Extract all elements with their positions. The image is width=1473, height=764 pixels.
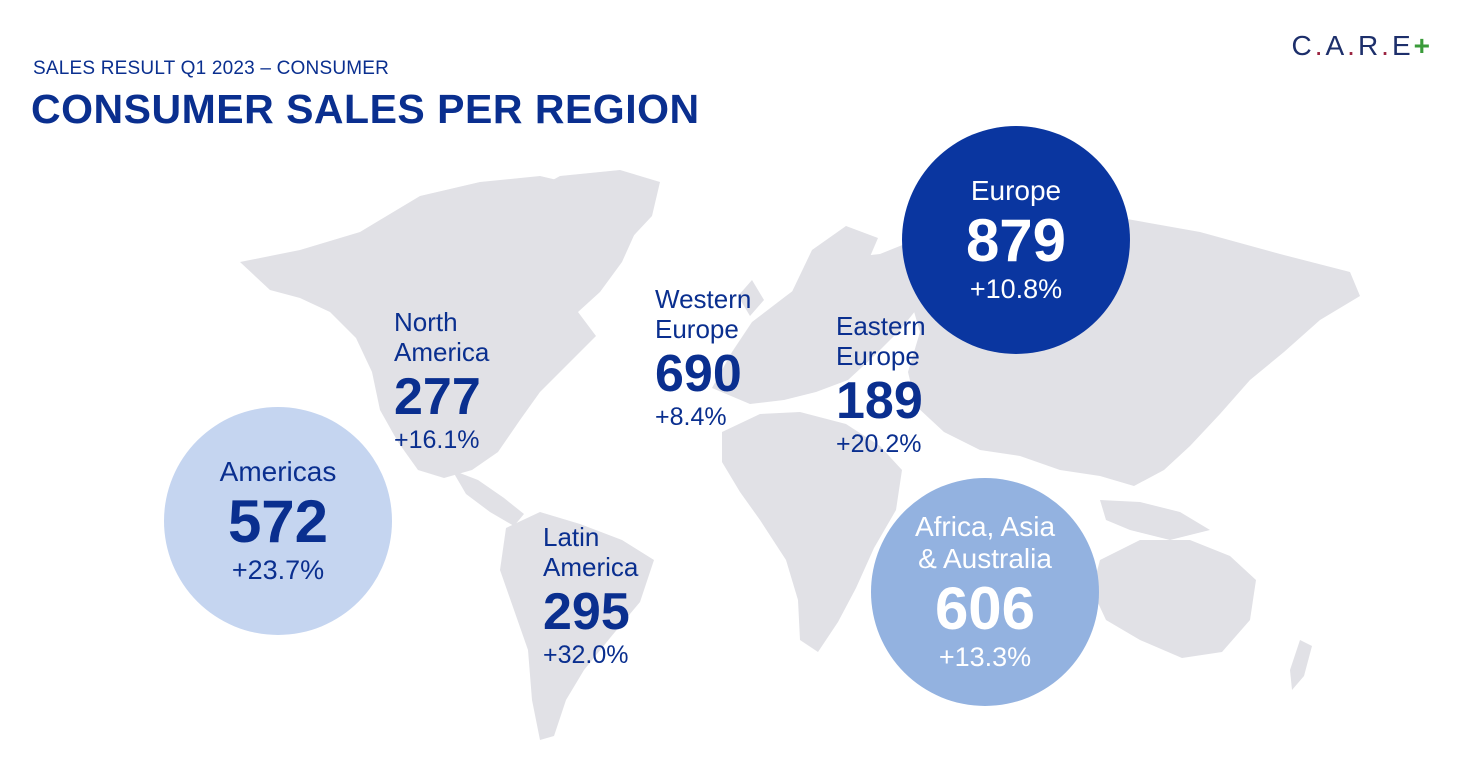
region-name: North [394,307,458,337]
circle-growth: +13.3% [938,641,1032,672]
region-growth: +16.1% [394,426,480,455]
region-value: 189 [836,371,923,430]
circle-name: Americas [219,456,337,488]
circle-value: 572 [227,487,329,555]
page-subtitle: SALES RESULT Q1 2023 – CONSUMER [33,58,390,79]
circle-africa-asia-australia: Africa, Asia & Australia 606 +13.3% [871,478,1099,706]
region-name: Western [655,284,752,314]
circle-growth: +23.7% [231,554,325,585]
region-name: Eastern [836,311,926,341]
region-name: Europe [655,313,739,344]
page-title: CONSUMER SALES PER REGION [31,86,700,132]
region-eastern-europe: Eastern Europe 189 +20.2% [836,311,926,459]
circle-name: & Australia [918,543,1052,575]
region-growth: +32.0% [543,641,629,670]
care-plus-logo: C.A.R.E+ [1291,30,1433,61]
region-growth: +20.2% [836,430,922,459]
region-north-america: North America 277 +16.1% [394,307,490,455]
region-value: 277 [394,367,481,426]
region-name: Europe [836,340,920,371]
circle-americas: Americas 572 +23.7% [164,407,392,635]
circle-growth: +10.8% [969,273,1063,304]
region-name: Latin [543,522,600,552]
region-name: America [394,336,490,367]
region-growth: +8.4% [655,403,727,432]
circle-value: 879 [965,206,1067,274]
region-latin-america: Latin America 295 +32.0% [543,522,639,670]
region-value: 690 [655,344,742,403]
circle-name: Europe [970,175,1062,207]
circle-europe: Europe 879 +10.8% [902,126,1130,354]
region-western-europe: Western Europe 690 +8.4% [655,284,752,432]
region-value: 295 [543,582,630,641]
region-name: America [543,551,639,582]
circle-name: Africa, Asia [914,511,1056,543]
circle-value: 606 [934,574,1036,642]
